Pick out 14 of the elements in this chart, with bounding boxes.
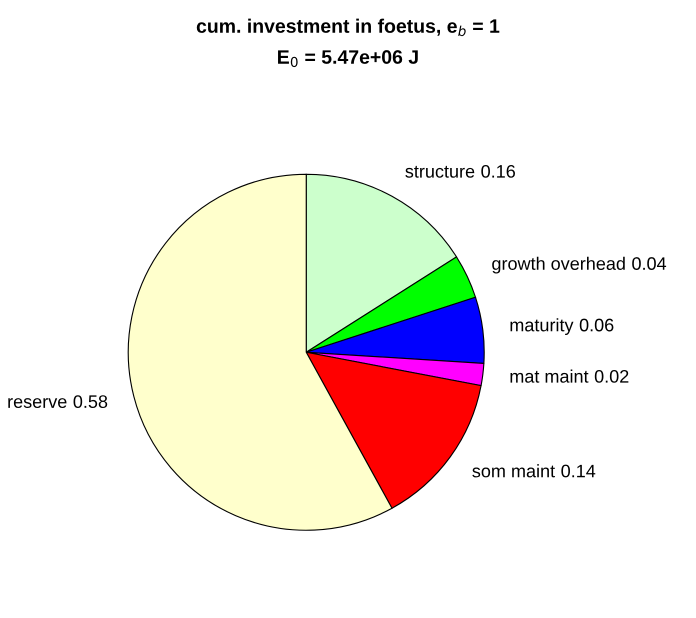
slice-label: reserve bbox=[8, 398, 66, 408]
slice-label: mat maint bbox=[510, 370, 588, 383]
data-label: 0.16 bbox=[481, 164, 515, 178]
slice-label: maturity bbox=[510, 318, 574, 336]
data-label: 0.02 bbox=[594, 370, 628, 383]
chart-title: cum. investment in foetus, e$_{b}$ = 1 bbox=[196, 18, 500, 36]
slice-label: structure bbox=[405, 166, 474, 178]
chart-subtitle: E$_{0}$ = 5.47e+06 J bbox=[278, 50, 418, 68]
data-label: 0.06 bbox=[580, 318, 614, 332]
slice-label: som maint bbox=[472, 464, 555, 478]
data-label: 0.58 bbox=[74, 395, 108, 408]
data-label: 0.14 bbox=[561, 464, 596, 478]
slice-label: growth overhead bbox=[492, 256, 625, 274]
data-label: 0.04 bbox=[632, 257, 666, 270]
